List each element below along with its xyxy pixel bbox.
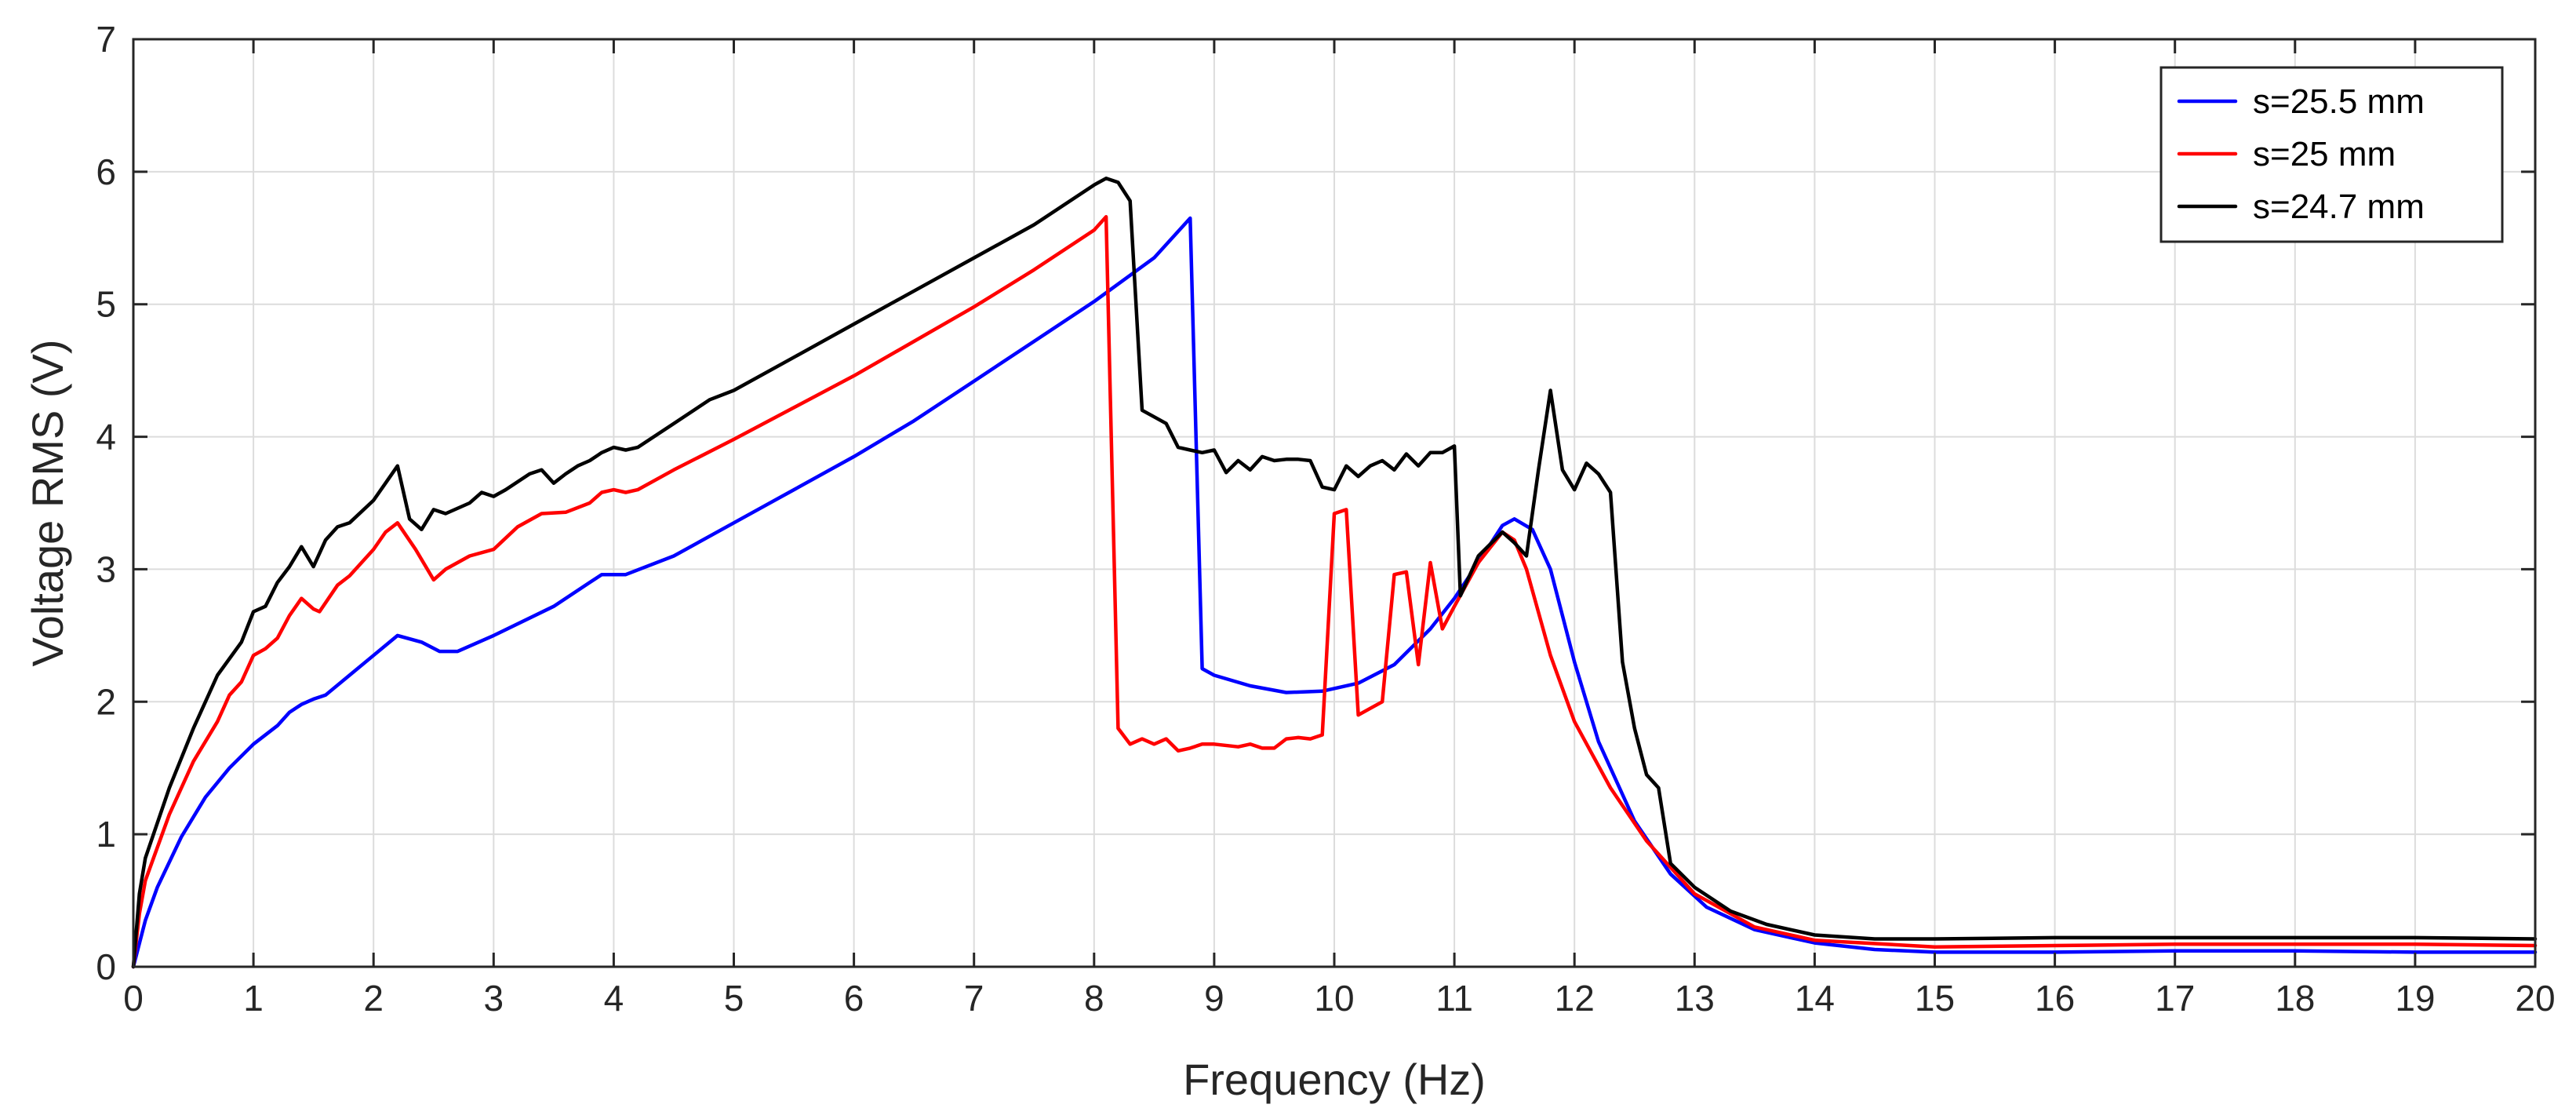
series-line-0 — [131, 216, 2538, 969]
x-tick-label: 0 — [123, 978, 144, 1019]
x-tick-label: 18 — [2275, 978, 2315, 1019]
x-axis-title: Frequency (Hz) — [1183, 1055, 1486, 1104]
y-tick-labels: 0 1 2 3 4 5 6 7 — [96, 19, 116, 987]
ticks — [132, 38, 2537, 968]
series-line-2 — [131, 177, 2538, 969]
x-tick-labels: 0 1 2 3 4 5 6 7 8 9 10 11 12 13 14 15 16 17 18 19 20 — [123, 978, 2555, 1019]
y-tick-label: 1 — [96, 814, 116, 855]
x-tick-label: 13 — [1675, 978, 1715, 1019]
x-tick-label: 15 — [1915, 978, 1955, 1019]
x-tick-label: 10 — [1314, 978, 1354, 1019]
x-tick-label: 16 — [2035, 978, 2075, 1019]
x-tick-label: 19 — [2395, 978, 2435, 1019]
x-tick-label: 7 — [964, 978, 984, 1019]
legend-label-s-25-5: s=25.5 mm — [2253, 82, 2425, 121]
y-tick-label: 4 — [96, 417, 116, 457]
x-tick-label: 17 — [2155, 978, 2195, 1019]
y-tick-label: 3 — [96, 549, 116, 589]
x-tick-label: 3 — [484, 978, 504, 1019]
x-tick-label: 5 — [724, 978, 744, 1019]
y-axis-title: Voltage RMS (V) — [23, 339, 72, 666]
x-tick-label: 20 — [2515, 978, 2555, 1019]
legend-label-s-24-7: s=24.7 mm — [2253, 188, 2425, 226]
series-group — [131, 177, 2538, 969]
y-tick-label: 7 — [96, 19, 116, 60]
x-tick-label: 6 — [844, 978, 864, 1019]
y-tick-label: 5 — [96, 284, 116, 325]
x-tick-label: 14 — [1795, 978, 1835, 1019]
x-tick-label: 8 — [1084, 978, 1104, 1019]
x-tick-label: 1 — [243, 978, 264, 1019]
y-tick-label: 6 — [96, 151, 116, 192]
x-tick-label: 11 — [1435, 978, 1473, 1019]
y-tick-label: 2 — [96, 681, 116, 722]
legend: s=25.5 mm s=25 mm s=24.7 mm — [2159, 66, 2504, 243]
x-tick-label: 12 — [1555, 978, 1595, 1019]
y-tick-label: 0 — [96, 946, 116, 987]
x-tick-label: 2 — [363, 978, 384, 1019]
x-tick-label: 9 — [1204, 978, 1224, 1019]
legend-label-s-25: s=25 mm — [2253, 135, 2396, 173]
x-tick-label: 4 — [604, 978, 624, 1019]
grid — [133, 38, 2536, 968]
